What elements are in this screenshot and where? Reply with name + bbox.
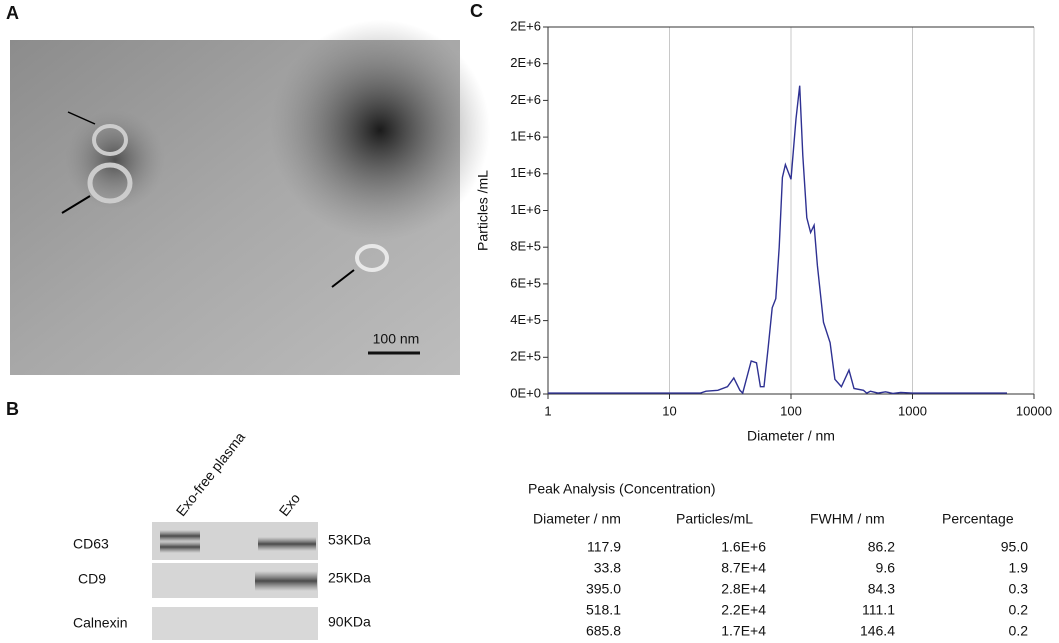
- table-cell: 8.7E+4: [721, 560, 766, 576]
- peak-table: Peak Analysis (Concentration) Diameter /…: [528, 481, 1028, 639]
- y-tick-label: 2E+6: [510, 55, 541, 70]
- table-cell: 395.0: [586, 581, 621, 597]
- protein-label: CD63: [73, 536, 109, 552]
- table-cell: 9.6: [876, 560, 896, 576]
- x-tick-label: 1000: [898, 403, 927, 418]
- table-cell: 518.1: [586, 602, 621, 618]
- table-cell: 86.2: [868, 539, 895, 555]
- table-cell: 95.0: [1001, 539, 1028, 555]
- weight-label: 25KDa: [328, 570, 371, 586]
- y-tick-label: 6E+5: [510, 275, 541, 290]
- y-tick-label: 1E+6: [510, 129, 541, 144]
- panel-label: C: [470, 1, 483, 21]
- table-cell: 0.2: [1009, 623, 1029, 639]
- western-blot: Exo-free plasma Exo CD63 CD9 Calnexin 53…: [73, 429, 371, 640]
- x-tick-label: 10: [662, 403, 676, 418]
- data-line: [548, 85, 1007, 395]
- table-cell: 1.6E+6: [721, 539, 766, 555]
- protein-label: CD9: [78, 571, 106, 587]
- table-cell: 2.2E+4: [721, 602, 766, 618]
- y-tick-label: 4E+5: [510, 312, 541, 327]
- table-cell: 1.9: [1009, 560, 1029, 576]
- y-tick-label: 1E+6: [510, 165, 541, 180]
- table-cell: 0.3: [1009, 581, 1029, 597]
- column-header: FWHM / nm: [810, 511, 885, 527]
- table-cell: 2.8E+4: [721, 581, 766, 597]
- protein-label: Calnexin: [73, 615, 127, 631]
- y-tick-label: 1E+6: [510, 202, 541, 217]
- y-tick-label: 8E+5: [510, 239, 541, 254]
- table-cell: 33.8: [594, 560, 621, 576]
- weight-label: 53KDa: [328, 532, 371, 548]
- column-header: Particles/mL: [676, 511, 753, 527]
- panel-label: B: [6, 399, 19, 419]
- lane-label: Exo: [276, 490, 304, 519]
- table-title: Peak Analysis (Concentration): [528, 481, 716, 497]
- panel-label: A: [6, 3, 19, 23]
- lane-label: Exo-free plasma: [173, 429, 248, 519]
- y-tick-label: 2E+6: [510, 92, 541, 107]
- y-axis-label: Particles /mL: [475, 170, 491, 251]
- x-axis-label: Diameter / nm: [747, 428, 835, 444]
- y-tick-label: 0E+0: [510, 385, 541, 400]
- column-header: Percentage: [942, 511, 1014, 527]
- table-cell: 84.3: [868, 581, 895, 597]
- y-tick-label: 2E+6: [510, 18, 541, 33]
- scale-bar-label: 100 nm: [373, 331, 420, 347]
- x-tick-label: 100: [780, 403, 802, 418]
- y-tick-label: 2E+5: [510, 349, 541, 364]
- table-cell: 146.4: [860, 623, 895, 639]
- table-cell: 685.8: [586, 623, 621, 639]
- x-tick-label: 1: [544, 403, 551, 418]
- table-cell: 111.1: [862, 602, 895, 618]
- tem-image: 100 nm: [10, 20, 490, 375]
- column-header: Diameter / nm: [533, 511, 621, 527]
- table-cell: 117.9: [587, 539, 621, 555]
- table-cell: 0.2: [1009, 602, 1029, 618]
- table-cell: 1.7E+4: [721, 623, 766, 639]
- weight-label: 90KDa: [328, 614, 371, 630]
- nta-chart: 1 10 100 1000 10000 0E+0 2E+5 4E+5 6E+5 8E+5 1E+6 1…: [475, 18, 1052, 443]
- x-tick-label: 10000: [1016, 403, 1052, 418]
